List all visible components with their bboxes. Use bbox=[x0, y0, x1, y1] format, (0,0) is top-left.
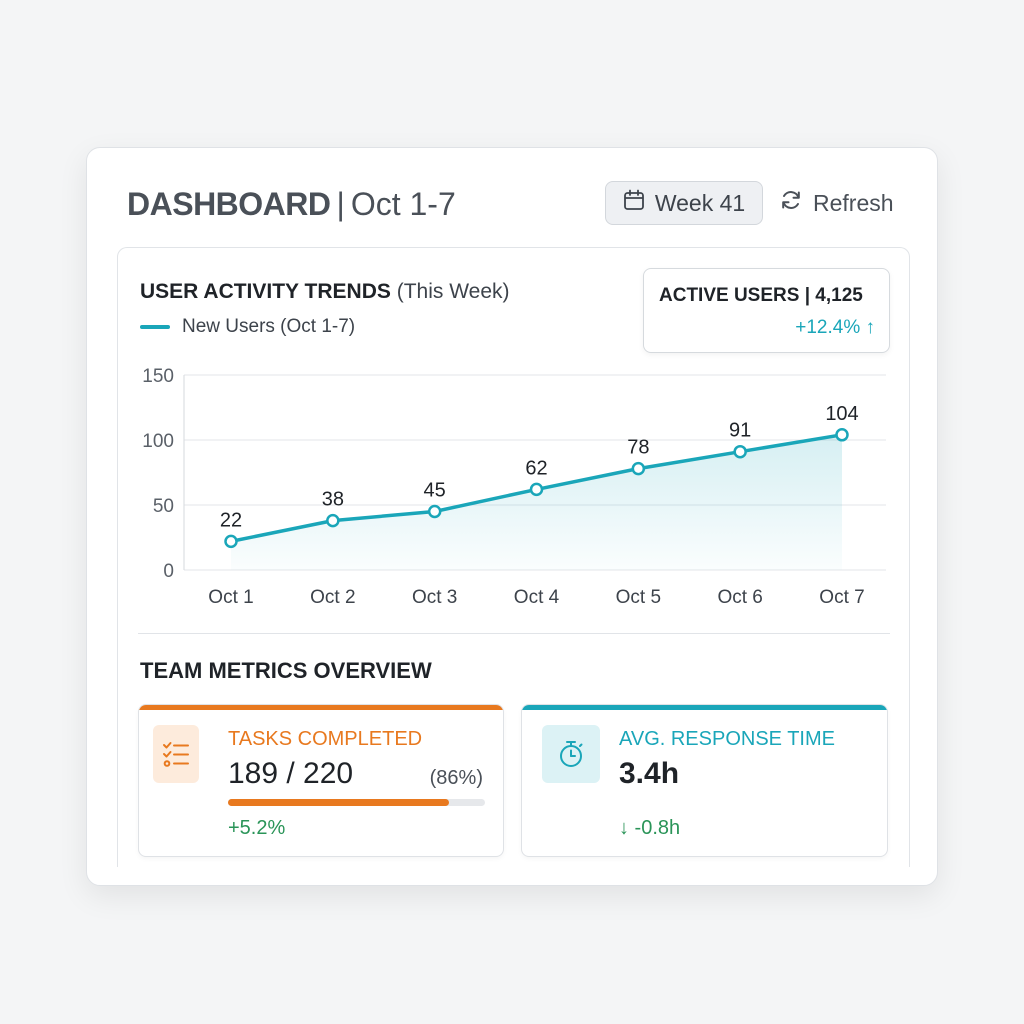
chart-legend: New Users (Oct 1-7) bbox=[140, 316, 355, 338]
metrics-title: TEAM METRICS OVERVIEW bbox=[140, 658, 432, 683]
x-tick-label: Oct 6 bbox=[717, 587, 762, 608]
data-label: 78 bbox=[627, 437, 649, 459]
user-activity-chart: 0 50 100 150 Oct 1 Oct 2 Oct 3 Oct 4 Oct 5 Oct 6 O… bbox=[142, 366, 886, 608]
chart-title-suffix: (This Week) bbox=[396, 280, 510, 303]
response-delta: ↓ -0.8h bbox=[619, 817, 681, 839]
section-divider bbox=[138, 633, 890, 634]
x-tick-label: Oct 1 bbox=[208, 587, 253, 608]
week-selector-label: Week 41 bbox=[654, 189, 746, 216]
data-label: 104 bbox=[825, 403, 858, 425]
data-point[interactable] bbox=[326, 513, 340, 528]
tasks-progress-fill bbox=[228, 799, 450, 806]
data-point[interactable] bbox=[224, 534, 238, 549]
x-tick-label: Oct 3 bbox=[412, 587, 457, 608]
y-tick-label: 150 bbox=[142, 366, 174, 387]
data-label: 22 bbox=[220, 509, 242, 531]
chart-title-main: USER ACTIVITY TRENDS bbox=[140, 280, 391, 303]
x-tick-label: Oct 5 bbox=[616, 587, 661, 608]
x-tick-label: Oct 2 bbox=[310, 587, 355, 608]
data-point[interactable] bbox=[631, 461, 646, 476]
active-users-label: ACTIVE USERS | 4,125 bbox=[659, 285, 863, 306]
y-tick-label: 0 bbox=[163, 561, 174, 582]
page-title: DASHBOARD | Oct 1-7 bbox=[127, 184, 456, 224]
title-separator: | bbox=[336, 186, 345, 222]
response-accent-bar bbox=[522, 705, 887, 710]
active-users-change: +12.4% ↑ bbox=[795, 317, 875, 338]
refresh-label: Refresh bbox=[813, 189, 894, 216]
tasks-progress-bar bbox=[228, 799, 485, 806]
active-users-kpi: ACTIVE USERS | 4,125 +12.4% ↑ bbox=[643, 268, 890, 353]
tasks-label: TASKS COMPLETED bbox=[228, 728, 423, 750]
y-tick-label: 50 bbox=[153, 496, 174, 517]
y-tick-label: 100 bbox=[142, 431, 174, 452]
content-panel: USER ACTIVITY TRENDS (This Week) New Use… bbox=[117, 247, 910, 867]
tasks-accent-bar bbox=[139, 705, 503, 710]
legend-label: New Users (Oct 1-7) bbox=[182, 316, 356, 337]
legend-swatch bbox=[140, 325, 170, 329]
dashboard-title: DASHBOARD bbox=[127, 186, 331, 222]
response-label: AVG. RESPONSE TIME bbox=[619, 728, 835, 750]
calendar-icon bbox=[623, 189, 645, 217]
avg-response-time-card: AVG. RESPONSE TIME 3.4h ↓ -0.8h bbox=[521, 704, 888, 857]
tasks-completed-card: TASKS COMPLETED 189 / 220 (86%) +5.2% bbox=[138, 704, 504, 857]
series-area bbox=[231, 434, 842, 570]
week-selector-button[interactable]: Week 41 bbox=[605, 181, 763, 225]
data-point[interactable] bbox=[529, 482, 544, 497]
chart-title: USER ACTIVITY TRENDS (This Week) bbox=[140, 280, 510, 304]
tasks-percent: (86%) bbox=[429, 767, 483, 789]
stopwatch-icon bbox=[542, 725, 600, 783]
date-range: Oct 1-7 bbox=[350, 186, 456, 222]
data-point[interactable] bbox=[427, 504, 442, 519]
tasks-value: 189 / 220 bbox=[228, 757, 354, 790]
data-point[interactable] bbox=[835, 428, 849, 442]
tasks-delta: +5.2% bbox=[228, 817, 286, 839]
data-label: 45 bbox=[424, 480, 446, 502]
dashboard-card: DASHBOARD | Oct 1-7 Week 41 Refresh USER A bbox=[86, 147, 938, 886]
data-point[interactable] bbox=[733, 444, 747, 459]
refresh-button[interactable]: Refresh bbox=[779, 181, 894, 225]
data-label: 91 bbox=[729, 420, 751, 442]
checklist-icon bbox=[153, 725, 199, 783]
x-tick-label: Oct 4 bbox=[514, 587, 560, 608]
response-value: 3.4h bbox=[619, 757, 680, 790]
data-label: 38 bbox=[322, 489, 344, 511]
x-tick-label: Oct 7 bbox=[819, 587, 864, 608]
refresh-icon bbox=[779, 188, 803, 218]
data-label: 62 bbox=[525, 457, 547, 479]
